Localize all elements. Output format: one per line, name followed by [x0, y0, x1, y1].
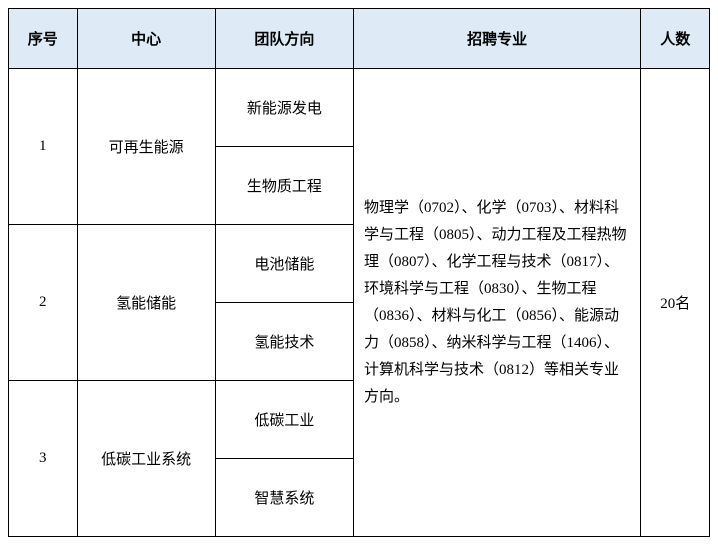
seq-cell: 3 [9, 381, 78, 537]
header-major: 招聘专业 [353, 9, 640, 69]
team-cell: 氢能技术 [215, 303, 353, 381]
center-cell: 低碳工业系统 [77, 381, 215, 537]
team-cell: 电池储能 [215, 225, 353, 303]
center-cell: 可再生能源 [77, 69, 215, 225]
header-team: 团队方向 [215, 9, 353, 69]
center-cell: 氢能储能 [77, 225, 215, 381]
team-cell: 智慧系统 [215, 459, 353, 537]
header-row: 序号 中心 团队方向 招聘专业 人数 [9, 9, 710, 69]
header-center: 中心 [77, 9, 215, 69]
seq-cell: 1 [9, 69, 78, 225]
table-row: 1 可再生能源 新能源发电 物理学（0702）、化学（0703）、材料科学与工程… [9, 69, 710, 147]
header-seq: 序号 [9, 9, 78, 69]
major-cell: 物理学（0702）、化学（0703）、材料科学与工程（0805）、动力工程及工程… [353, 69, 640, 537]
recruitment-table: 序号 中心 团队方向 招聘专业 人数 1 可再生能源 新能源发电 物理学（070… [8, 8, 710, 537]
team-cell: 低碳工业 [215, 381, 353, 459]
team-cell: 新能源发电 [215, 69, 353, 147]
seq-cell: 2 [9, 225, 78, 381]
header-count: 人数 [641, 9, 710, 69]
count-cell: 20名 [641, 69, 710, 537]
team-cell: 生物质工程 [215, 147, 353, 225]
